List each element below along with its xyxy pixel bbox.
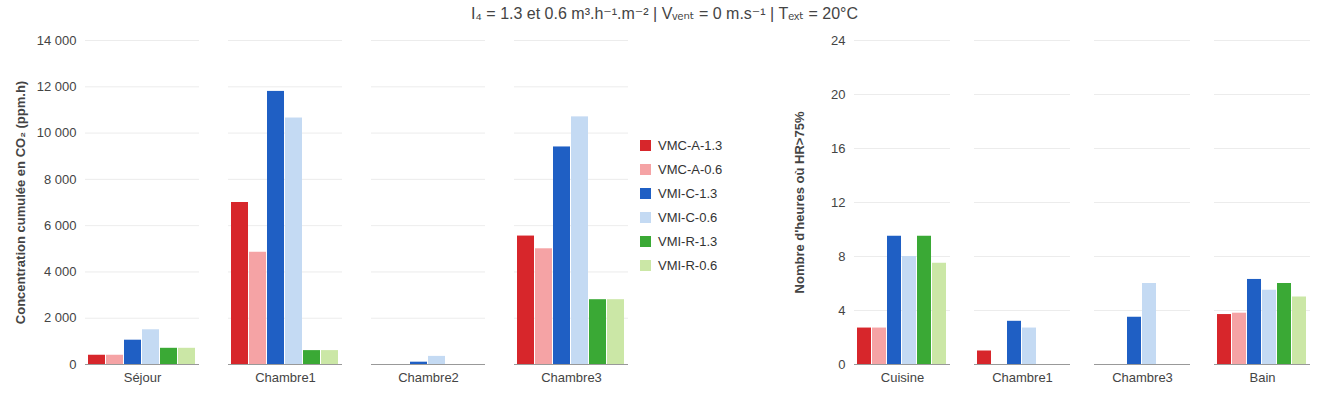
svg-text:0: 0 [69, 357, 76, 372]
svg-text:Chambre3: Chambre3 [1112, 370, 1173, 385]
html-text:VMI-C-1.3: VMI-C-1.3 [658, 186, 718, 201]
svg-text:Chambre1: Chambre1 [992, 370, 1053, 385]
html-text:VMC-A-0.6: VMC-A-0.6 [658, 162, 723, 177]
svg-text:Chambre2: Chambre2 [398, 370, 459, 385]
svg-text:4: 4 [838, 303, 845, 318]
svg-text:12: 12 [831, 195, 845, 210]
svg-text:4 000: 4 000 [44, 264, 77, 279]
html-text:VMI-C-0.6: VMI-C-0.6 [658, 210, 718, 225]
svg-text:Bain: Bain [1249, 370, 1275, 385]
svg-text:14 000: 14 000 [37, 33, 77, 48]
svg-text:10 000: 10 000 [37, 125, 77, 140]
svg-text:Concentration cumulée en CO₂ (: Concentration cumulée en CO₂ (ppm.h) [13, 81, 28, 324]
html-text:VMI-R-1.3: VMI-R-1.3 [658, 234, 718, 249]
svg-text:12 000: 12 000 [37, 79, 77, 94]
svg-text:Cuisine: Cuisine [881, 370, 924, 385]
svg-text:20: 20 [831, 87, 845, 102]
html-text:I₄ = 1.3 et 0.6 m³.h⁻¹.m⁻² | V: I₄ = 1.3 et 0.6 m³.h⁻¹.m⁻² | Vᵥₑₙₜ = 0 m… [470, 5, 859, 22]
html-text:VMC-A-1.3: VMC-A-1.3 [658, 138, 723, 153]
svg-text:8 000: 8 000 [44, 172, 77, 187]
svg-text:Séjour: Séjour [124, 370, 162, 385]
svg-text:6 000: 6 000 [44, 218, 77, 233]
svg-text:16: 16 [831, 141, 845, 156]
svg-text:0: 0 [838, 357, 845, 372]
svg-text:Nombre d'heures où HR>75%: Nombre d'heures où HR>75% [792, 111, 807, 293]
svg-text:Chambre3: Chambre3 [541, 370, 602, 385]
svg-text:Chambre1: Chambre1 [255, 370, 316, 385]
svg-text:2 000: 2 000 [44, 310, 77, 325]
svg-text:24: 24 [831, 33, 845, 48]
svg-text:8: 8 [838, 249, 845, 264]
html-text:VMI-R-0.6: VMI-R-0.6 [658, 258, 718, 273]
